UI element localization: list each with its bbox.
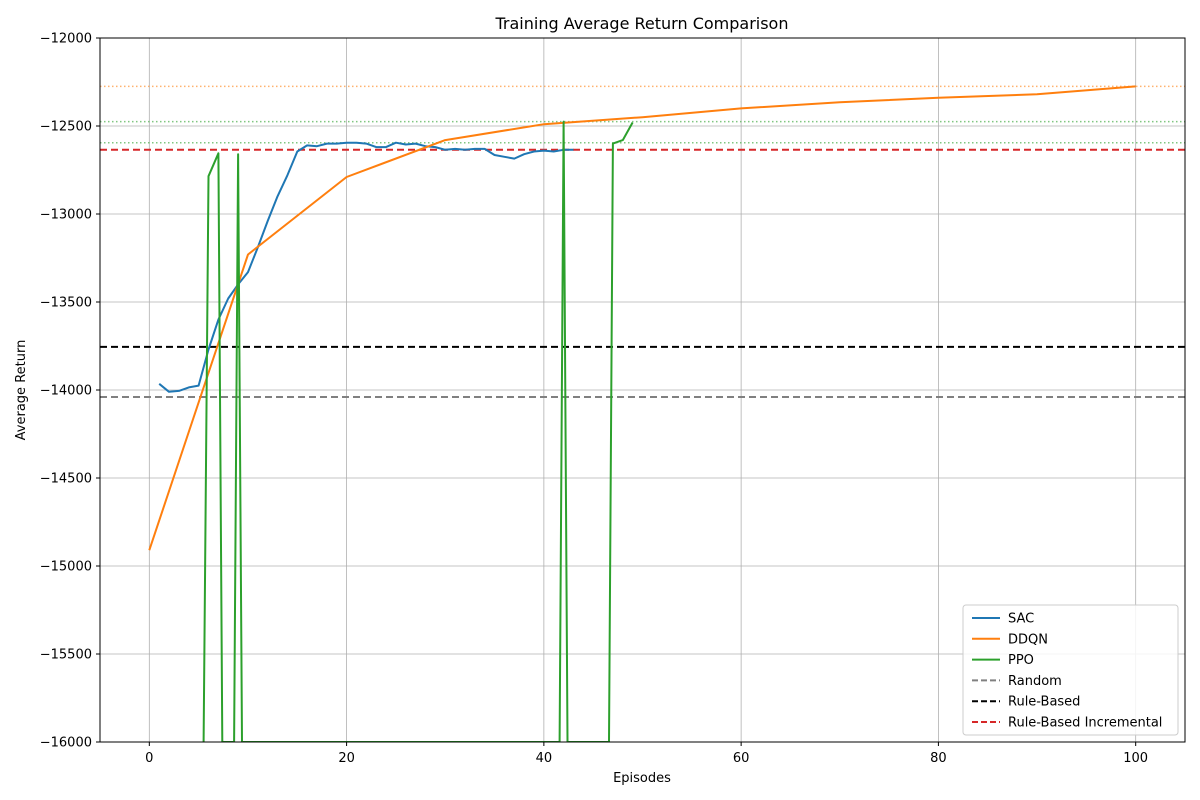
y-tick-label: −13000 <box>40 208 92 223</box>
best-lines <box>100 85 1185 144</box>
y-tick-label: −14500 <box>40 472 92 487</box>
legend: SAC DDQN PPO Random Rule-Based Rule-Based Inc… <box>962 604 1179 736</box>
x-axis-ticks: 0 20 40 60 80 100 <box>145 742 1148 766</box>
y-tick-label: −14000 <box>40 384 92 399</box>
reference-lines <box>100 148 1185 399</box>
x-tick-label: 40 <box>536 751 553 766</box>
series-line-ppo <box>202 120 634 742</box>
y-tick-label: −12000 <box>40 32 92 47</box>
y-tick-label: −15000 <box>40 560 92 575</box>
legend-label: Random <box>1008 674 1062 689</box>
y-axis-label: Average Return <box>14 340 29 441</box>
legend-box <box>962 604 1179 736</box>
x-tick-label: 20 <box>338 751 355 766</box>
x-tick-label: 0 <box>145 751 153 766</box>
y-tick-label: −15500 <box>40 648 92 663</box>
y-axis-ticks: −16000 −15500 −15000 −14500 −14000 −13500 −130… <box>40 32 100 751</box>
x-tick-label: 100 <box>1123 751 1148 766</box>
series-group <box>148 85 1136 742</box>
legend-label: Rule-Based <box>1008 695 1080 710</box>
series-line-sac <box>158 141 574 393</box>
y-tick-label: −12500 <box>40 120 92 135</box>
x-tick-label: 60 <box>733 751 750 766</box>
series-line-ddqn <box>148 85 1136 551</box>
legend-label: PPO <box>1008 653 1034 668</box>
x-axis-label: Episodes <box>613 771 671 786</box>
chart-title: Training Average Return Comparison <box>495 14 789 33</box>
y-tick-label: −16000 <box>40 736 92 751</box>
legend-label: DDQN <box>1008 632 1048 647</box>
legend-label: Rule-Based Incremental <box>1008 716 1162 731</box>
y-tick-label: −13500 <box>40 296 92 311</box>
x-tick-label: 80 <box>930 751 947 766</box>
legend-label: SAC <box>1008 612 1034 627</box>
